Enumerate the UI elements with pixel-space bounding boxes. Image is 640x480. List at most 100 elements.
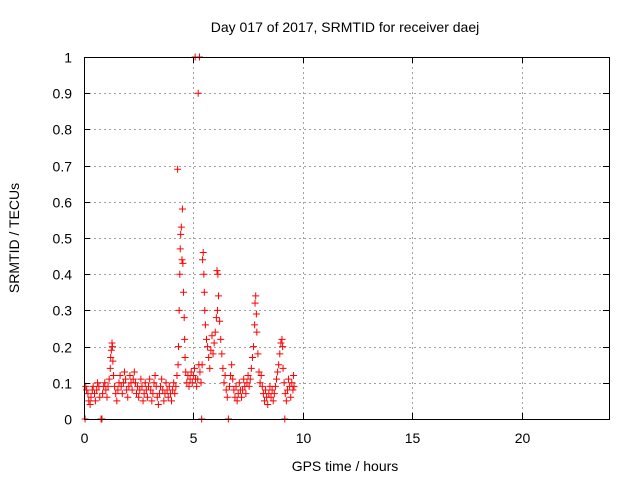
- data-point: [109, 357, 117, 365]
- data-point: [193, 382, 201, 390]
- data-point: [240, 375, 248, 383]
- y-tick-label: 0.7: [53, 159, 73, 175]
- data-point: [181, 335, 189, 343]
- data-point: [269, 397, 277, 405]
- data-point: [188, 379, 196, 387]
- data-point: [87, 393, 95, 401]
- data-point: [96, 393, 104, 401]
- data-point: [111, 382, 119, 390]
- x-tick-label: 5: [190, 430, 198, 446]
- data-point: [136, 386, 144, 394]
- data-point: [133, 390, 140, 398]
- data-point: [171, 390, 179, 398]
- data-point: [122, 375, 130, 383]
- data-point: [279, 364, 287, 372]
- data-point: [251, 299, 259, 307]
- data-point: [209, 350, 217, 358]
- data-point: [91, 390, 98, 398]
- data-point: [124, 393, 132, 401]
- data-point: [170, 379, 178, 387]
- data-point: [256, 379, 264, 387]
- data-point: [258, 382, 266, 390]
- data-point: [215, 292, 223, 300]
- data-point: [86, 401, 94, 409]
- data-point: [197, 379, 205, 387]
- data-point: [175, 343, 182, 351]
- data-point: [185, 382, 193, 390]
- data-point: [104, 382, 112, 390]
- data-point: [135, 393, 143, 401]
- data-point: [180, 288, 188, 296]
- data-point: [248, 353, 256, 361]
- data-point: [146, 375, 154, 383]
- data-point: [278, 335, 286, 343]
- y-axis-label: SRMTID / TECUs: [6, 183, 22, 293]
- data-point: [275, 361, 283, 369]
- data-point: [198, 361, 206, 369]
- y-tick-label: 1: [64, 50, 72, 66]
- y-tick-label: 0.8: [53, 122, 73, 138]
- data-point: [101, 379, 109, 387]
- data-point: [277, 339, 285, 347]
- data-point: [172, 382, 180, 390]
- data-point: [177, 223, 185, 231]
- data-point: [285, 375, 293, 383]
- data-point: [153, 393, 161, 401]
- data-point: [140, 390, 148, 398]
- data-point: [252, 310, 260, 318]
- data-point: [242, 390, 250, 398]
- data-point: [174, 165, 182, 173]
- data-point: [157, 382, 165, 390]
- data-point: [247, 364, 255, 372]
- data-point: [129, 375, 137, 383]
- data-point: [107, 353, 115, 361]
- data-point: [280, 379, 288, 387]
- data-point: [214, 270, 222, 278]
- data-point: [169, 386, 177, 394]
- data-point: [232, 382, 240, 390]
- axis-ticks: 00.10.20.30.40.50.60.70.80.910 5 10 15 20: [53, 50, 609, 446]
- data-point: [231, 393, 239, 401]
- data-point: [173, 372, 181, 380]
- data-point: [222, 386, 230, 394]
- data-point: [267, 393, 275, 401]
- data-point: [162, 379, 170, 387]
- data-point: [290, 382, 298, 390]
- data-point: [148, 397, 156, 405]
- data-point: [217, 335, 225, 343]
- data-point: [253, 328, 261, 336]
- data-point: [180, 314, 188, 322]
- y-tick-label: 0.6: [53, 195, 73, 211]
- data-point: [113, 397, 121, 405]
- grid: [84, 57, 609, 419]
- data-point: [230, 386, 238, 394]
- data-point: [205, 353, 213, 361]
- data-point: [143, 393, 151, 401]
- y-tick-label: 0.2: [53, 340, 73, 356]
- data-point: [85, 397, 93, 405]
- data-point: [225, 382, 233, 390]
- data-point: [154, 401, 162, 409]
- data-point: [145, 382, 153, 390]
- data-point: [120, 368, 128, 376]
- data-point: [281, 390, 289, 398]
- data-point: [250, 343, 258, 351]
- data-point: [207, 346, 215, 354]
- data-point: [194, 89, 202, 97]
- data-point: [187, 368, 195, 376]
- data-point: [108, 343, 116, 351]
- data-point: [228, 361, 236, 369]
- y-tick-label: 0.1: [53, 376, 73, 392]
- data-point: [137, 375, 145, 383]
- y-tick-label: 0: [64, 412, 72, 428]
- data-point: [99, 390, 107, 398]
- data-point: [251, 321, 259, 329]
- data-point: [114, 386, 122, 394]
- data-point: [106, 364, 114, 372]
- data-point: [147, 386, 155, 394]
- data-point: [211, 328, 219, 336]
- data-point: [216, 317, 224, 325]
- data-point: [194, 375, 202, 383]
- data-point: [262, 386, 270, 394]
- data-point: [273, 375, 280, 383]
